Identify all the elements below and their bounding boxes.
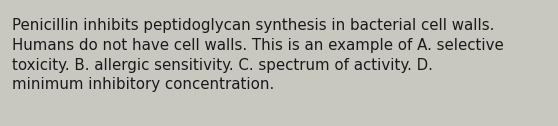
Text: Penicillin inhibits peptidoglycan synthesis in bacterial cell walls.
Humans do n: Penicillin inhibits peptidoglycan synthe… <box>12 18 504 92</box>
